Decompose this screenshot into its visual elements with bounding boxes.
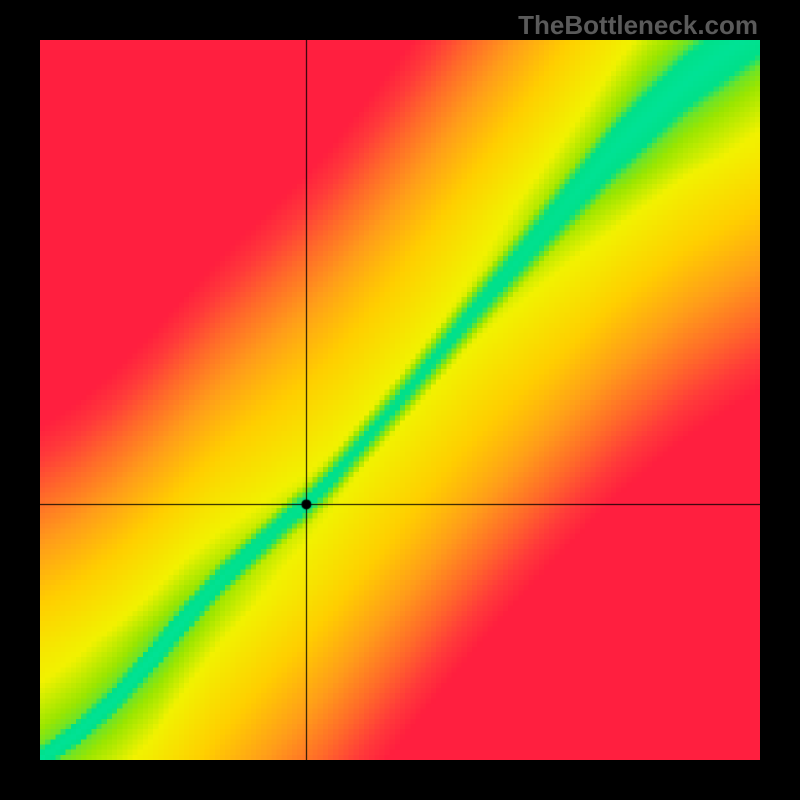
crosshair-overlay: [40, 40, 760, 760]
chart-stage: TheBottleneck.com: [0, 0, 800, 800]
watermark-text: TheBottleneck.com: [518, 10, 758, 41]
